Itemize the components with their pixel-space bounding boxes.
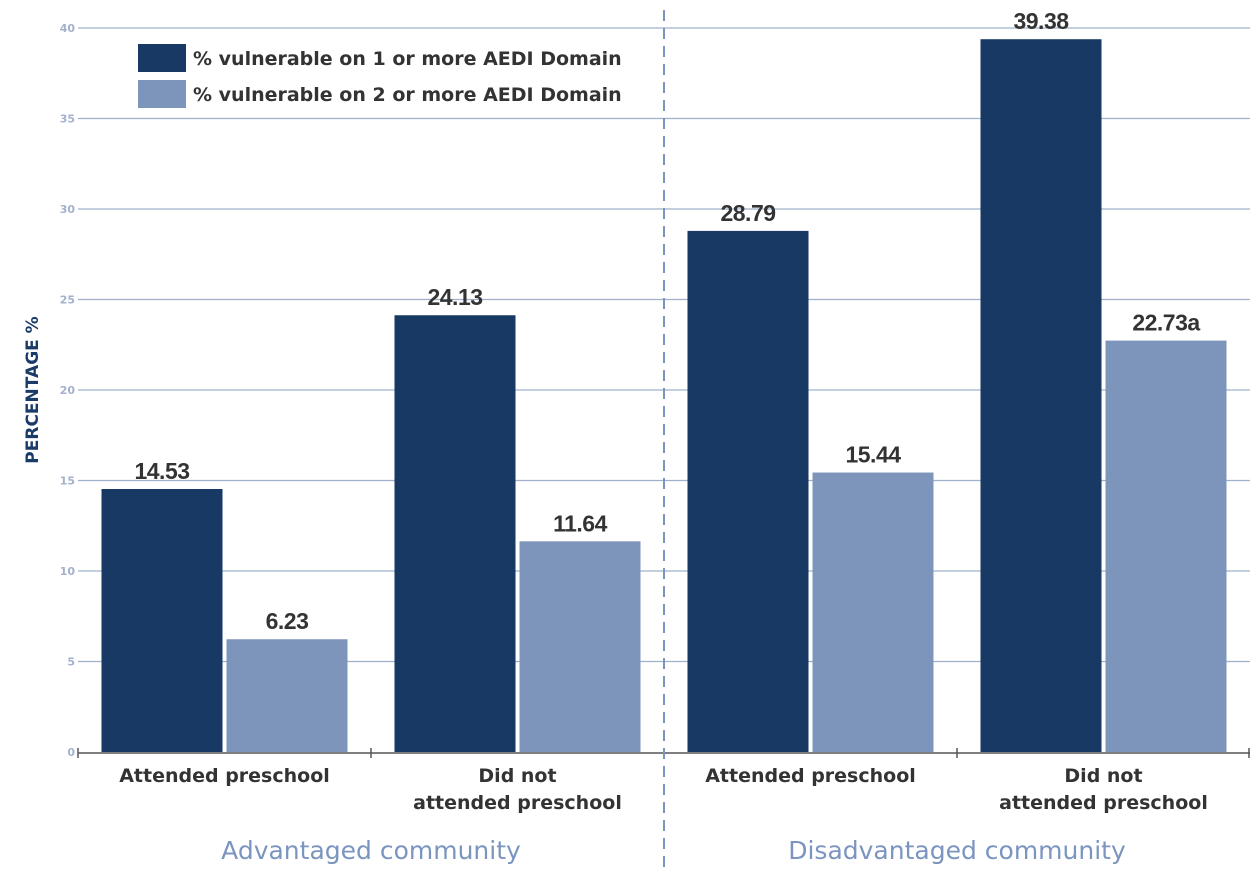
data-label: 15.44 (845, 442, 901, 468)
y-axis-label: PERCENTAGE % (23, 316, 43, 463)
x-category-label: attended preschool (999, 792, 1208, 814)
y-tick-label: 25 (60, 294, 75, 307)
legend-entry: % vulnerable on 2 or more AEDI Domain (193, 84, 622, 106)
bar (394, 315, 516, 752)
y-tick-label: 35 (60, 113, 75, 126)
bar (980, 39, 1102, 753)
x-category-label: Attended preschool (119, 765, 330, 787)
data-label: 14.53 (134, 458, 189, 484)
y-tick-label: 40 (60, 22, 76, 35)
bar (1105, 340, 1227, 752)
legend-swatch (138, 80, 186, 108)
x-axis-category-labels: Attended preschool Did not attended presch… (119, 765, 1208, 814)
y-tick-label: 30 (60, 203, 76, 216)
data-label: 28.79 (720, 200, 775, 226)
data-label: 6.23 (266, 608, 309, 634)
bar (101, 489, 223, 752)
x-category-label: Did not (478, 765, 556, 787)
bar (812, 472, 934, 752)
data-labels: 14.53 6.23 24.13 11.64 28.79 15.44 39.38 22.73a (134, 8, 1200, 634)
group-label: Disadvantaged community (788, 836, 1126, 865)
bar (519, 541, 641, 752)
bars (101, 39, 1227, 753)
y-tick-label: 10 (60, 565, 76, 578)
legend-background (128, 36, 648, 116)
data-label: 11.64 (553, 510, 607, 536)
data-label: 24.13 (427, 284, 482, 310)
data-label: 39.38 (1013, 8, 1069, 34)
x-category-label: attended preschool (413, 792, 622, 814)
legend: % vulnerable on 1 or more AEDI Domain % v… (128, 36, 648, 116)
legend-swatch (138, 44, 186, 72)
y-tick-label: 0 (67, 746, 75, 759)
group-label: Advantaged community (221, 836, 521, 865)
group-labels: Advantaged community Disadvantaged commun… (221, 836, 1126, 865)
data-label: 22.73a (1132, 310, 1200, 336)
x-category-label: Attended preschool (705, 765, 916, 787)
bar (226, 639, 348, 752)
x-category-label: Did not (1064, 765, 1142, 787)
legend-entry: % vulnerable on 1 or more AEDI Domain (193, 48, 622, 70)
bar (687, 230, 809, 752)
y-axis-ticks: 0 5 10 15 20 25 30 35 40 (60, 22, 76, 759)
y-tick-label: 20 (60, 384, 76, 397)
y-tick-label: 15 (60, 475, 75, 488)
y-tick-label: 5 (67, 656, 75, 669)
